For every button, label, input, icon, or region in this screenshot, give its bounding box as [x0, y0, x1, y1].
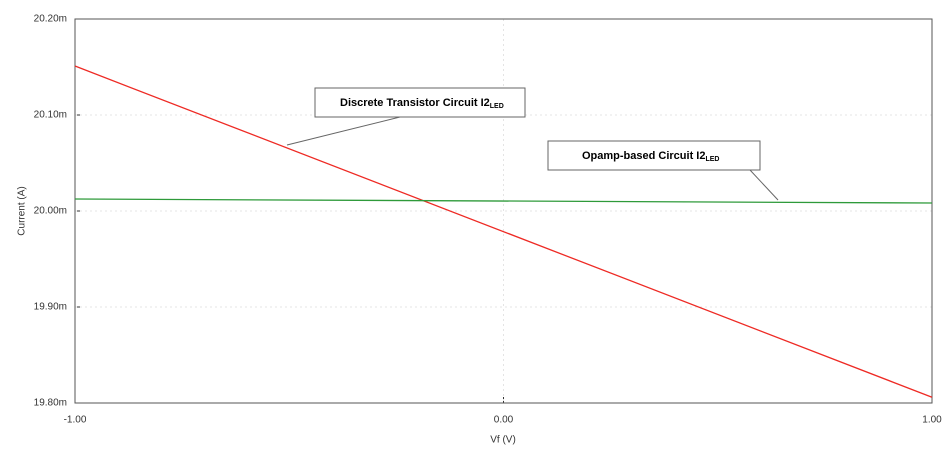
- annotation: Opamp-based Circuit I2LED: [547, 140, 779, 201]
- annotation-arrow: [749, 169, 779, 201]
- annotation-box: [547, 140, 761, 171]
- annotation-text: Discrete Transistor Circuit I2LED: [340, 97, 504, 110]
- y-tick-label: 20.10m: [34, 110, 67, 121]
- plot-area: 19.80m 19.90m 20.00m 20.10m 20.20m -1.00 0.00 1…: [34, 14, 943, 426]
- annotation-sub: LED: [490, 103, 504, 110]
- series-line: [74, 198, 933, 204]
- annotation-arrow: [286, 116, 401, 146]
- x-tick-label: -1.00: [64, 415, 87, 426]
- y-tick-label: 19.90m: [34, 302, 67, 313]
- annotation: Discrete Transistor Circuit I2LED: [286, 87, 526, 146]
- y-axis-label: Current (A): [17, 186, 28, 235]
- x-tick-label: 0.00: [494, 415, 514, 426]
- annotation-main: Opamp-based Circuit I2: [582, 150, 705, 162]
- plot-frame: [74, 18, 933, 404]
- annotation-main: Discrete Transistor Circuit I2: [340, 97, 490, 109]
- annotation-sub: LED: [705, 156, 719, 163]
- y-tick-label: 20.20m: [34, 14, 67, 25]
- annotation-box: [314, 87, 526, 118]
- y-tick-label: 20.00m: [34, 206, 67, 217]
- annotation-text: Opamp-based Circuit I2LED: [582, 150, 719, 163]
- y-tick-label: 19.80m: [34, 398, 67, 409]
- x-axis-label: Vf (V): [490, 435, 516, 446]
- series-line: [74, 65, 933, 398]
- x-tick-label: 1.00: [922, 415, 942, 426]
